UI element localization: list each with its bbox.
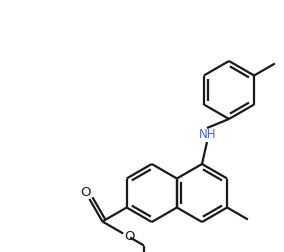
Text: O: O [124, 231, 135, 243]
Text: O: O [80, 185, 91, 199]
Text: NH: NH [199, 129, 217, 142]
